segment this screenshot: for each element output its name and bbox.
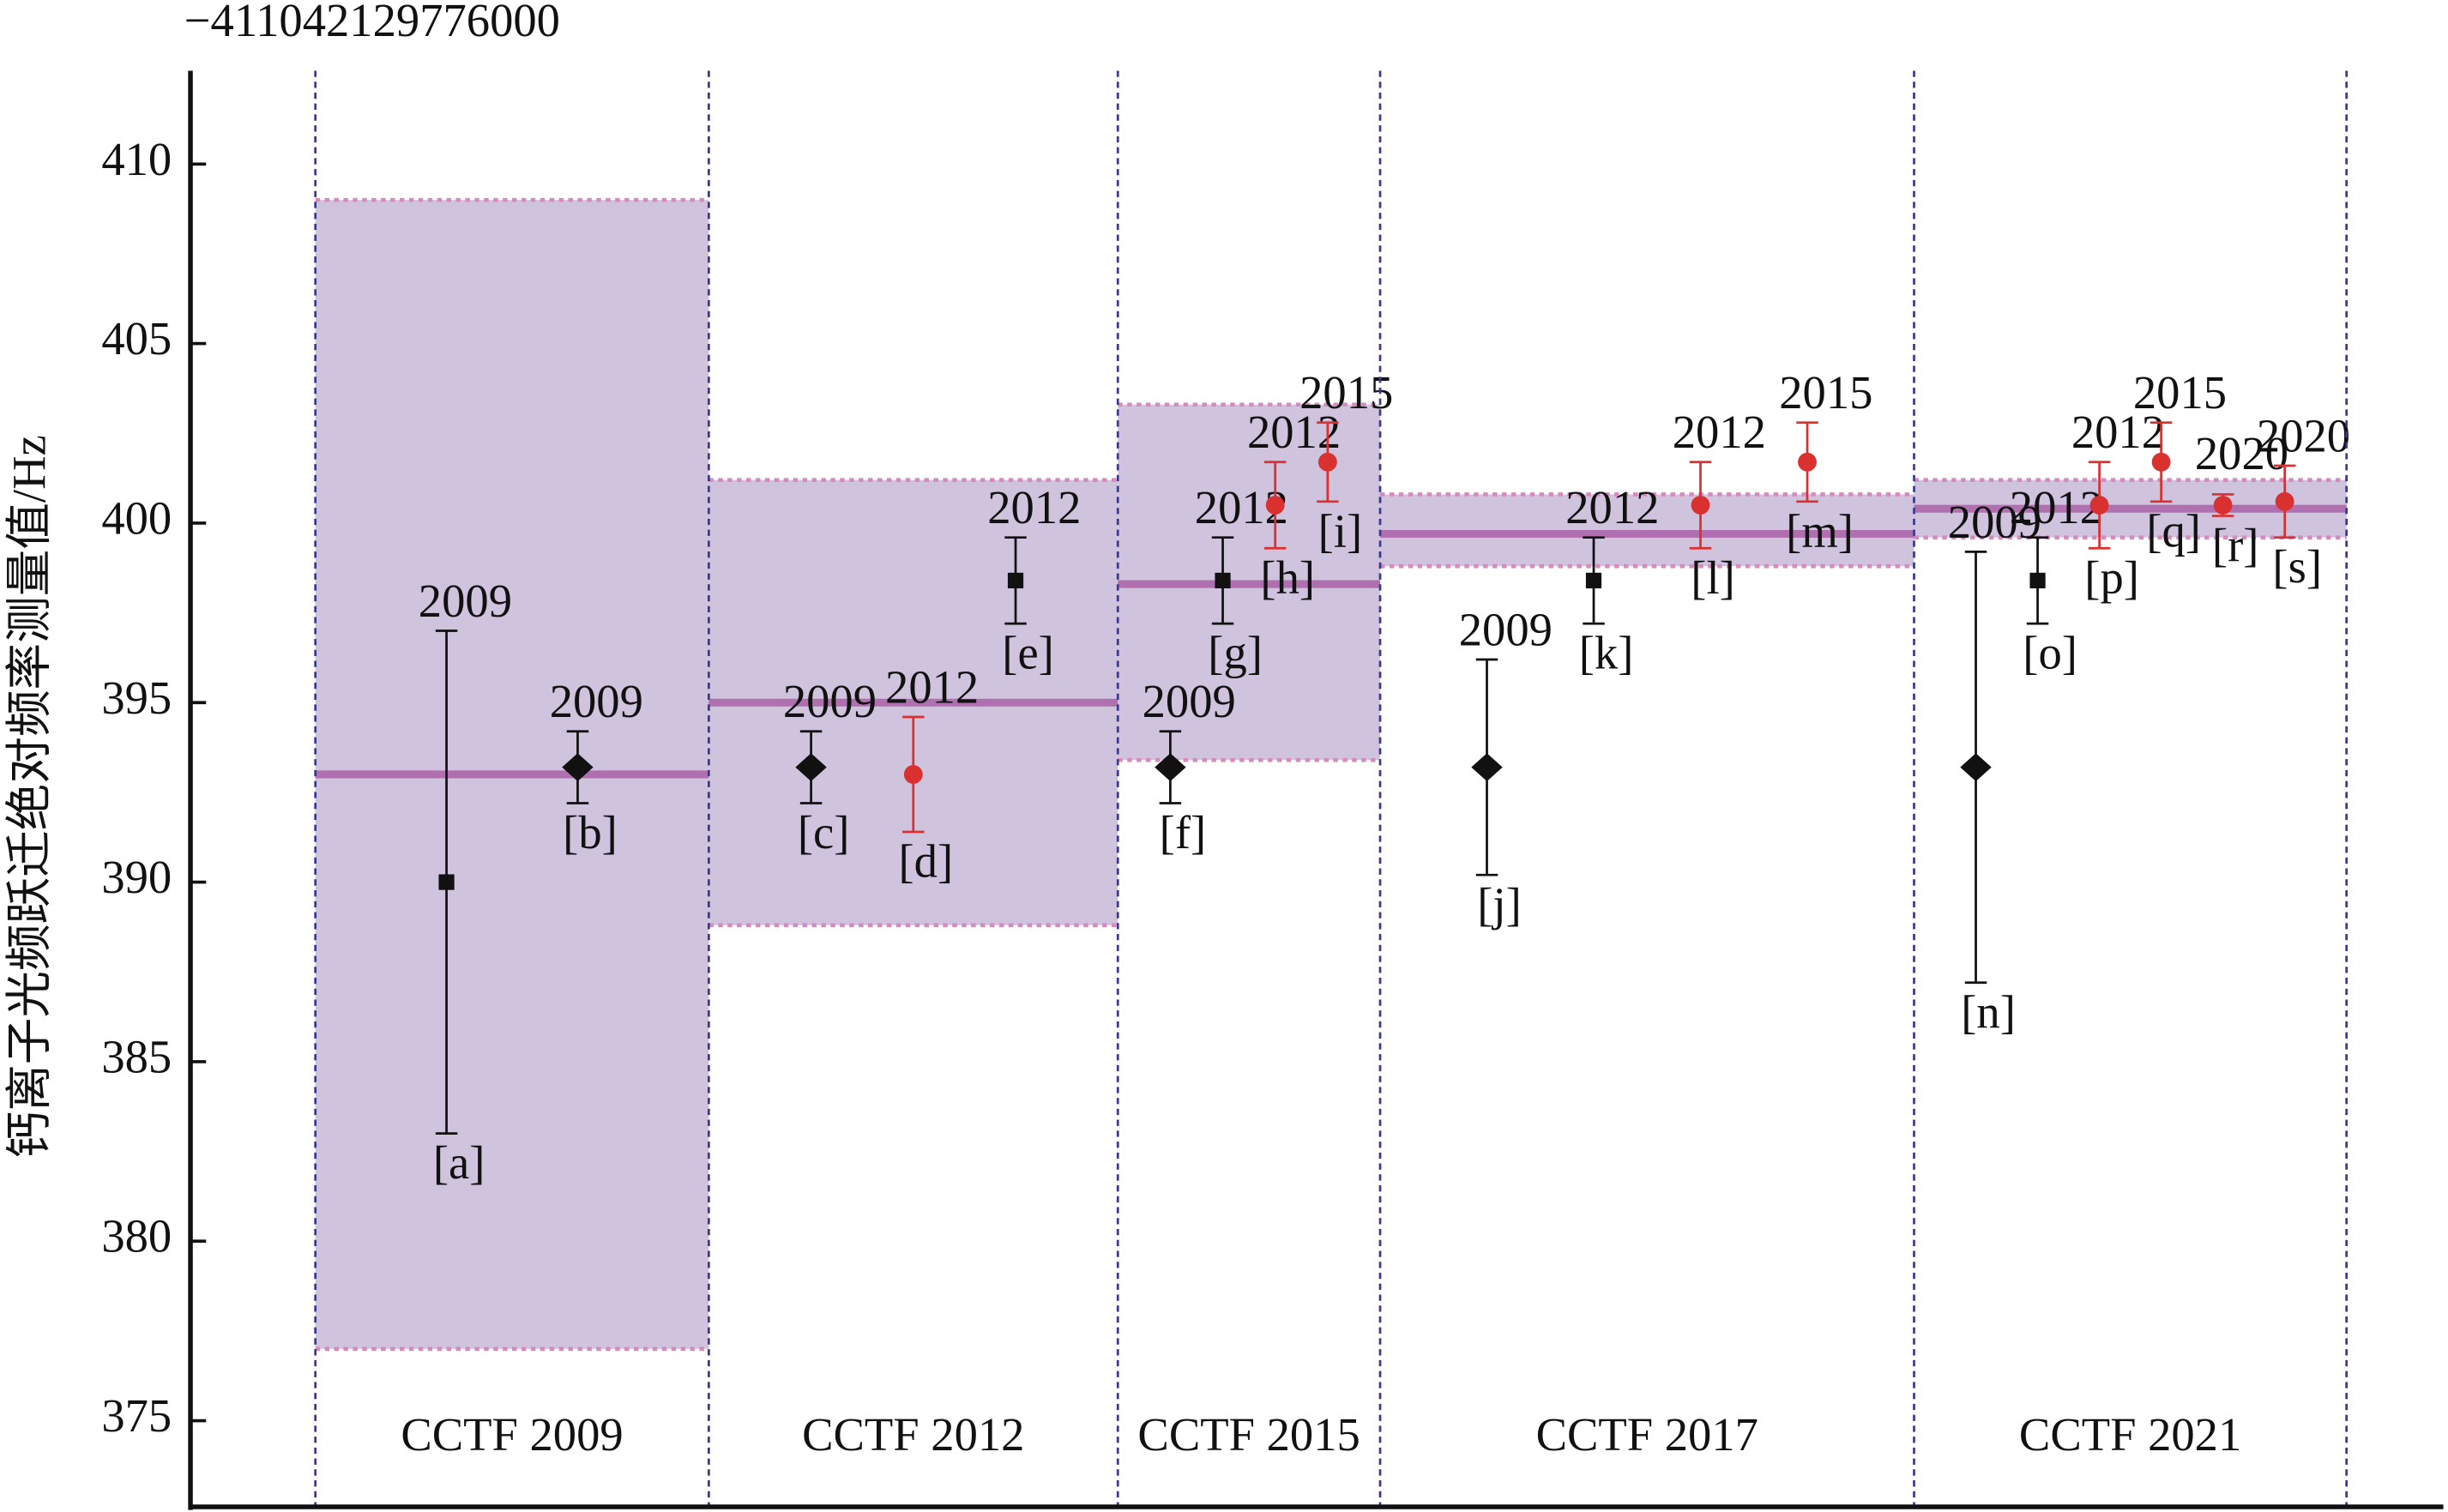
point — [1007, 572, 1024, 589]
ref-label: [g] — [1208, 627, 1263, 679]
ref-label: [h] — [1260, 551, 1315, 604]
year-label: 2009 — [419, 575, 512, 627]
year-label: 2020 — [2257, 409, 2350, 461]
point — [1215, 572, 1231, 589]
y-tick-label: 395 — [101, 672, 172, 724]
ref-label: [e] — [1002, 627, 1054, 679]
point — [438, 874, 455, 890]
year-label: 2012 — [1565, 481, 1659, 533]
ref-label: [j] — [1477, 878, 1522, 931]
point — [1585, 572, 1602, 589]
panel-label: CCTF 2012 — [802, 1408, 1024, 1461]
year-label: 2015 — [1779, 366, 1872, 419]
ref-label: [i] — [1318, 504, 1363, 557]
year-label: 2009 — [550, 675, 643, 727]
point — [2213, 496, 2233, 515]
ref-label: [f] — [1160, 806, 1207, 858]
year-label: 2009 — [1459, 603, 1553, 655]
year-label: 2012 — [1673, 406, 1766, 458]
point — [2275, 491, 2294, 511]
ref-label: [q] — [2146, 504, 2201, 557]
point — [1317, 452, 1337, 472]
year-label: 2012 — [2071, 406, 2165, 458]
point — [1798, 452, 1817, 472]
offset-label: −411042129776000 — [184, 0, 560, 46]
year-label: 2012 — [987, 481, 1081, 533]
point — [1265, 496, 1285, 515]
panel-label: CCTF 2017 — [1536, 1408, 1758, 1461]
ref-label: [a] — [433, 1136, 485, 1189]
y-tick-label: 405 — [101, 312, 172, 364]
year-label: 2012 — [2010, 481, 2103, 533]
year-label: 2020 — [2195, 427, 2288, 479]
year-label: 2015 — [2133, 366, 2227, 419]
ref-label: [r] — [2212, 519, 2259, 571]
ref-label: [s] — [2272, 540, 2322, 593]
panel-label: CCTF 2021 — [2019, 1408, 2241, 1461]
point — [562, 753, 594, 781]
year-label: 2012 — [885, 660, 979, 713]
y-tick-label: 375 — [101, 1389, 172, 1442]
y-tick-label: 385 — [101, 1030, 172, 1082]
point — [1691, 496, 1710, 515]
ref-label: [n] — [1961, 985, 2016, 1038]
point — [2151, 452, 2171, 472]
ref-label: [o] — [2023, 627, 2077, 679]
y-tick-label: 380 — [101, 1210, 172, 1262]
year-label: 2015 — [1299, 366, 1393, 419]
point — [2029, 572, 2046, 589]
ref-label: [d] — [899, 835, 954, 888]
point — [1471, 753, 1503, 781]
year-label: 2009 — [1948, 496, 2041, 548]
ref-label: [p] — [2084, 551, 2139, 604]
y-tick-label: 410 — [101, 133, 172, 185]
point — [903, 765, 923, 784]
panel-label: CCTF 2015 — [1137, 1408, 1360, 1461]
ref-label: [l] — [1691, 551, 1735, 604]
year-label: 2009 — [783, 675, 877, 727]
ref-label: [m] — [1786, 504, 1854, 557]
point — [1960, 753, 1992, 781]
panel-label: CCTF 2009 — [401, 1408, 623, 1461]
point — [2089, 496, 2109, 515]
year-label: 2009 — [1143, 675, 1236, 727]
ref-label: [k] — [1579, 627, 1634, 679]
y-tick-label: 400 — [101, 491, 172, 544]
ref-label: [c] — [798, 806, 850, 858]
y-axis-label: 钙离子光频跃迁绝对频率测量值/Hz — [3, 435, 56, 1158]
y-tick-label: 390 — [101, 851, 172, 903]
year-label: 2012 — [1247, 406, 1341, 458]
point — [795, 753, 827, 781]
ref-label: [b] — [563, 806, 618, 858]
